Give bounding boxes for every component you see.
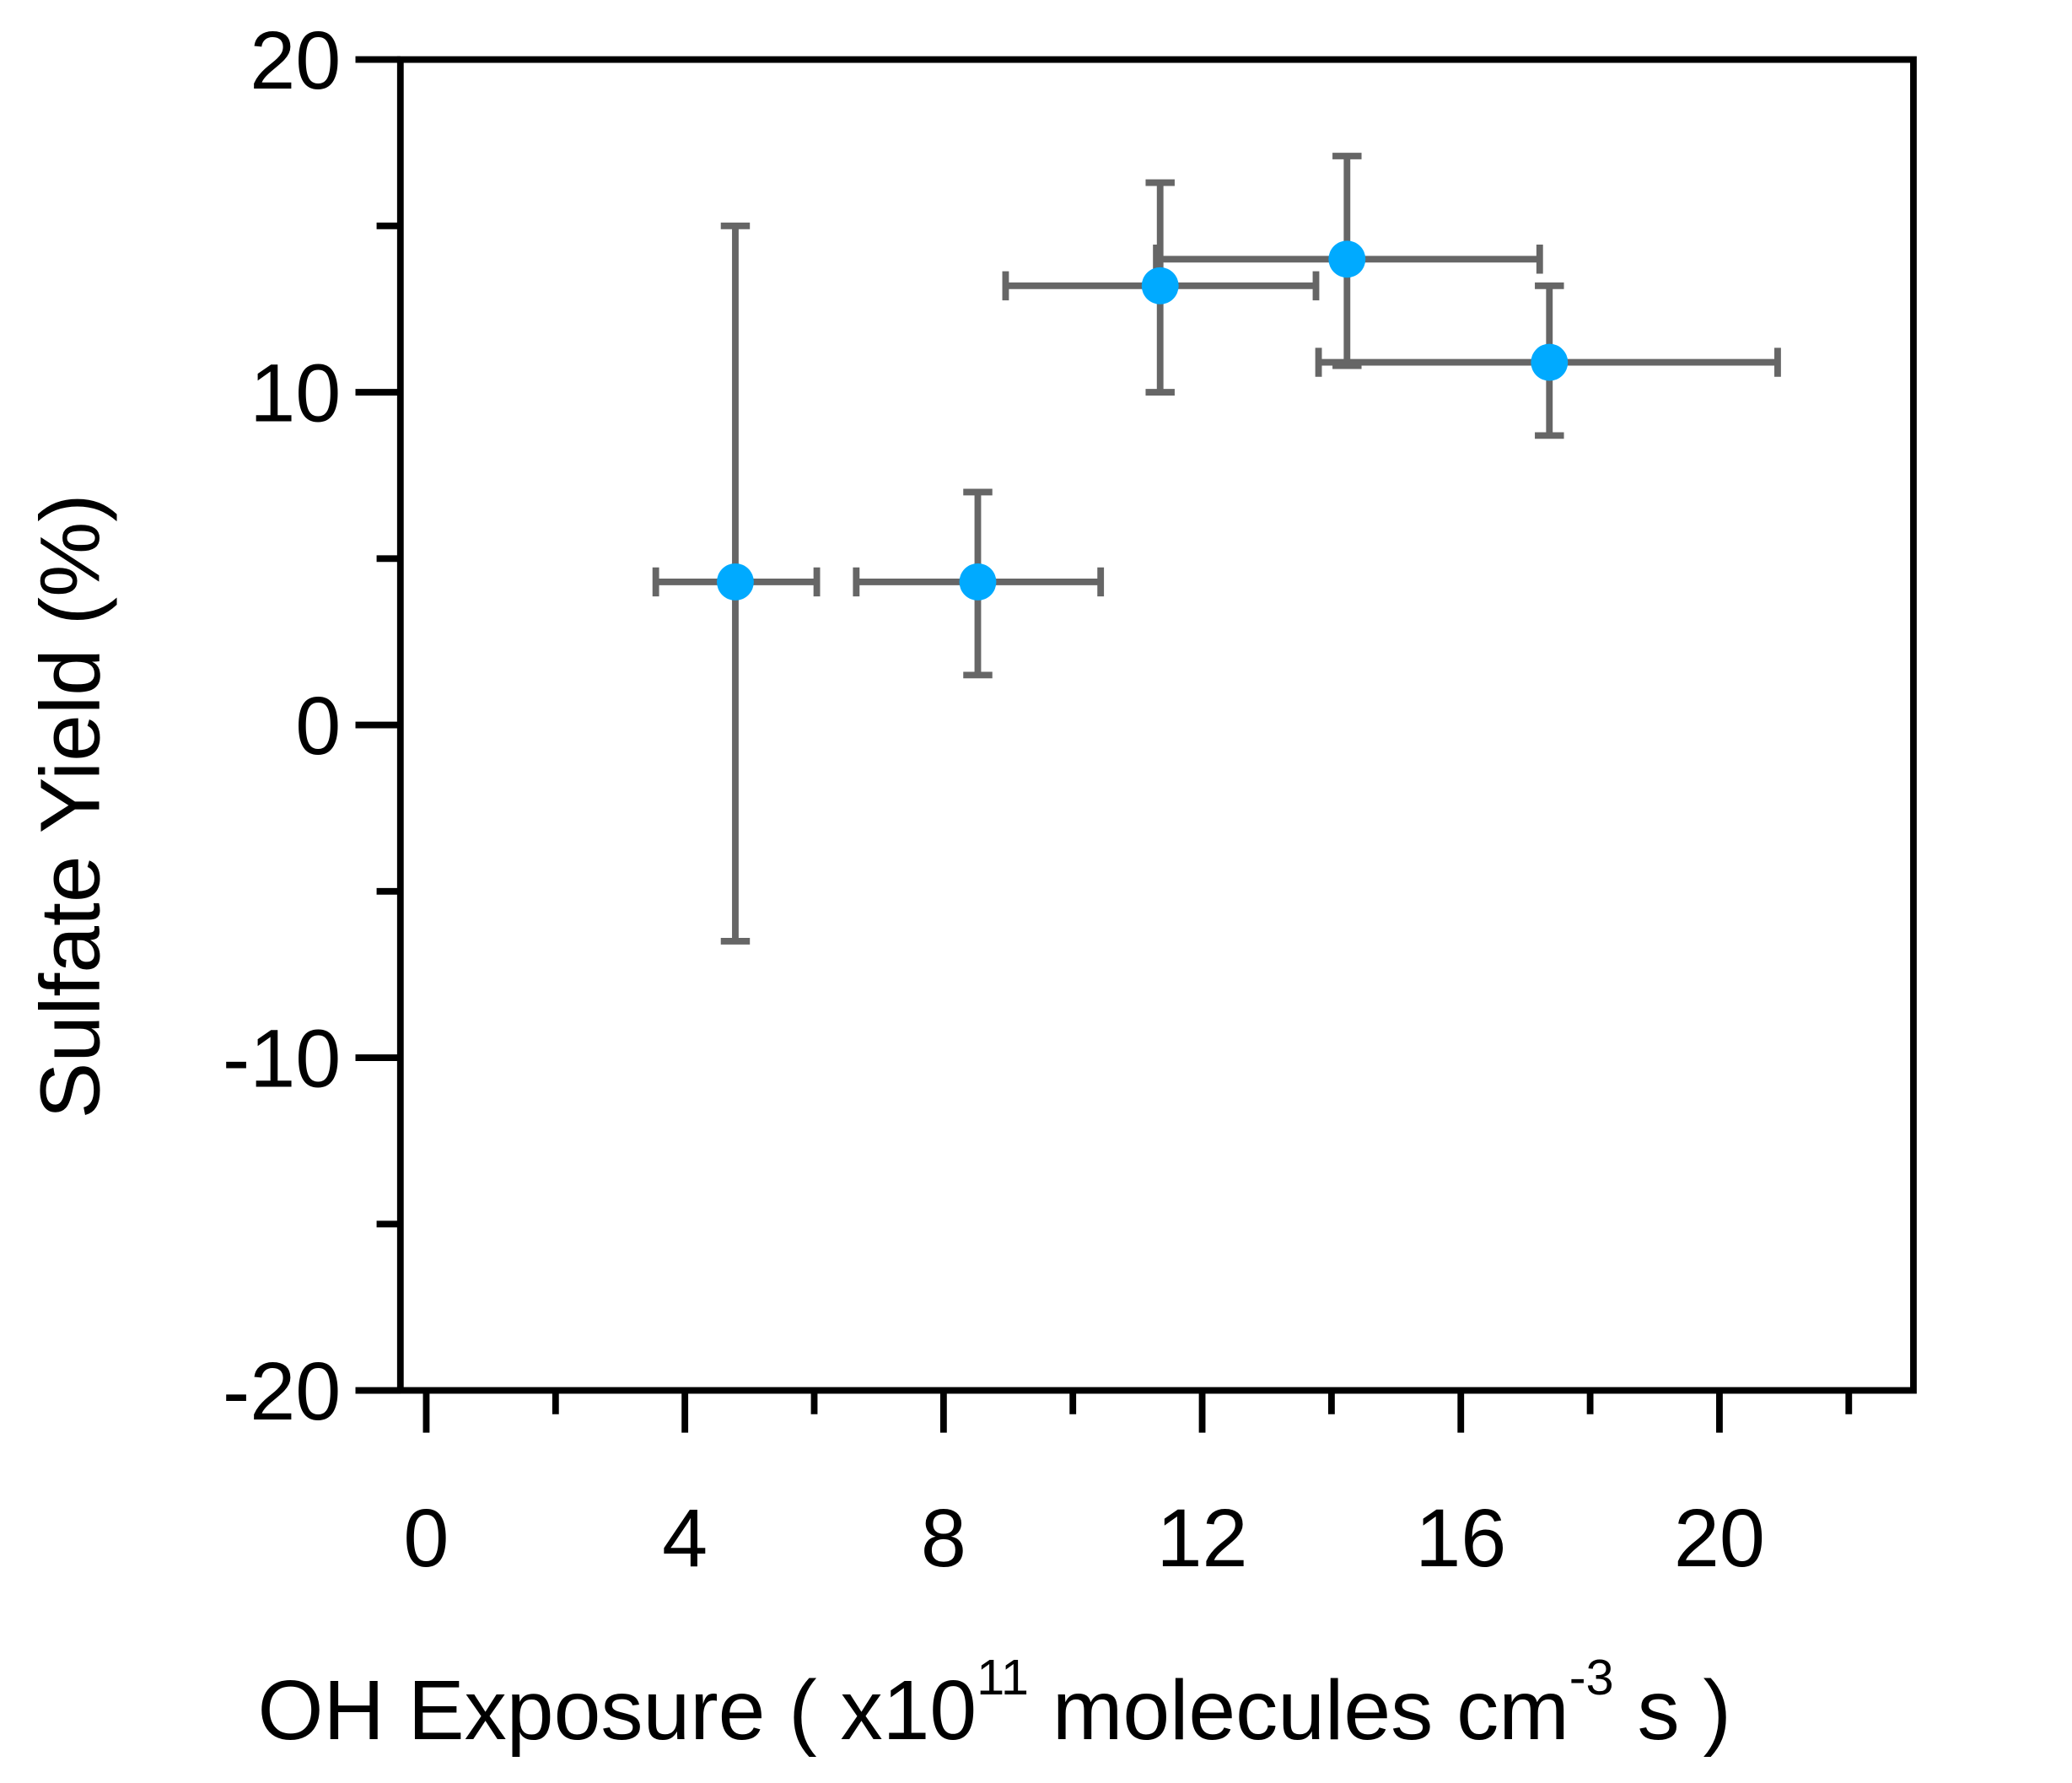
x-tick-label: 12 bbox=[1157, 1492, 1248, 1584]
x-axis-label-sup1: 11 bbox=[977, 1649, 1029, 1705]
data-point bbox=[717, 563, 754, 601]
x-axis-label-part1: OH Exposure ( x10 bbox=[258, 1663, 977, 1758]
x-axis-label-part3: s ) bbox=[1614, 1663, 1731, 1758]
y-axis-label: Sulfate Yield (%) bbox=[24, 493, 118, 1118]
x-axis-label-part2: molecules cm bbox=[1029, 1663, 1569, 1758]
x-tick-label: 0 bbox=[403, 1492, 449, 1584]
y-tick-label: -20 bbox=[223, 1345, 341, 1437]
x-tick-label: 8 bbox=[921, 1492, 966, 1584]
x-tick-label: 20 bbox=[1674, 1492, 1765, 1584]
x-tick-label: 16 bbox=[1415, 1492, 1506, 1584]
plot-marks: 0 4 8 12 16 20 20 10 0 -10 -20 bbox=[223, 14, 1917, 1584]
data-point bbox=[959, 563, 997, 601]
y-tick-label: 20 bbox=[250, 14, 341, 106]
y-tick-label: 10 bbox=[250, 347, 341, 439]
y-tick-label: 0 bbox=[295, 680, 341, 772]
x-axis-label: OH Exposure ( x1011 molecules cm-3 s ) bbox=[258, 1649, 1731, 1758]
data-point bbox=[1141, 267, 1179, 304]
x-tick-label: 4 bbox=[662, 1492, 708, 1584]
data-point bbox=[1328, 240, 1366, 278]
y-tick-label: -10 bbox=[223, 1013, 341, 1105]
x-axis-label-sup2: -3 bbox=[1569, 1649, 1614, 1705]
data-point bbox=[1531, 343, 1569, 381]
